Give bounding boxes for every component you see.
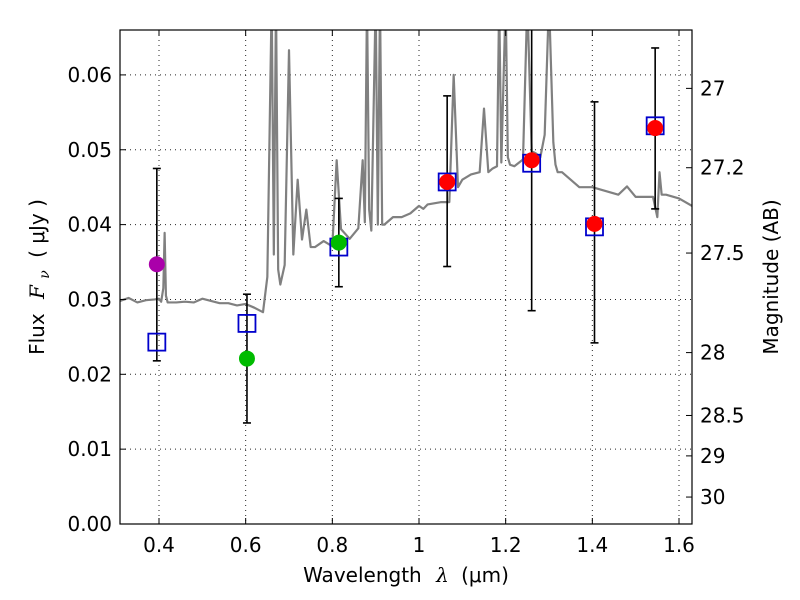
spectrum-layer [120, 30, 692, 314]
x-tick-label: 0.8 [316, 533, 348, 557]
x-tick-label: 1.4 [576, 533, 608, 557]
x-axis-label: Wavelength [303, 563, 422, 587]
spectrum-line [120, 30, 692, 314]
x-tick-label: 1.2 [490, 533, 522, 557]
magnitude-tick-label: 28 [700, 341, 725, 365]
magnitude-tick-label: 30 [700, 485, 725, 509]
observed-point-nir-2 [586, 215, 603, 232]
magnitude-tick-label: 27.2 [700, 156, 745, 180]
plot-frame [119, 29, 693, 525]
error-bars [152, 30, 660, 424]
observed-point-nir-1 [523, 152, 540, 169]
y-tick-label: 0.03 [67, 287, 112, 311]
model-square-1 [237, 314, 257, 333]
observed-point-optical-1 [330, 234, 347, 251]
observed-point-nir-3 [647, 120, 664, 137]
y-axis-label: Flux [25, 313, 49, 355]
y2-axis-title: Magnitude (AB) [759, 199, 783, 354]
y-axis-subscript: ν [37, 270, 53, 279]
y-axis-unit: ( μJy ) [25, 199, 49, 258]
magnitude-tick-label: 27 [700, 76, 725, 100]
markers [147, 116, 665, 367]
model-square-3 [437, 172, 457, 192]
magnitude-tick-label: 27.5 [700, 241, 745, 265]
observed-point-optical-0 [238, 350, 255, 367]
y-tick-label: 0.05 [67, 138, 112, 162]
model-square-0 [147, 332, 167, 352]
grid [120, 30, 692, 525]
observed-point-uv-0 [148, 256, 165, 273]
magnitude-tick-label: 29 [700, 444, 725, 468]
x-tick-label: 1.6 [663, 533, 695, 557]
x-axis-unit: (μm) [461, 563, 509, 587]
x-tick-label: 1 [413, 533, 426, 557]
y-tick-label: 0.01 [67, 437, 112, 461]
y-tick-label: 0.02 [67, 362, 112, 386]
axes: 0.4 0.6 0.8 1 1.2 1.4 1.6 0.00 0.01 0.02 0.03 0.04 0… [67, 29, 745, 557]
magnitude-tick-label: 28.5 [700, 403, 745, 427]
observed-point-nir-0 [439, 173, 456, 190]
x-axis-symbol: λ [435, 563, 449, 587]
y-tick-label: 0.00 [67, 512, 112, 536]
y-axis-title: Flux F ν ( μJy ) [25, 199, 54, 355]
x-tick-label: 0.4 [143, 533, 175, 557]
x-axis-title: Wavelength λ (μm) [303, 563, 509, 587]
x-tick-label: 0.6 [230, 533, 262, 557]
y-tick-label: 0.04 [67, 213, 112, 237]
y-axis-symbol: F [25, 284, 49, 300]
y-tick-label: 0.06 [67, 63, 112, 87]
